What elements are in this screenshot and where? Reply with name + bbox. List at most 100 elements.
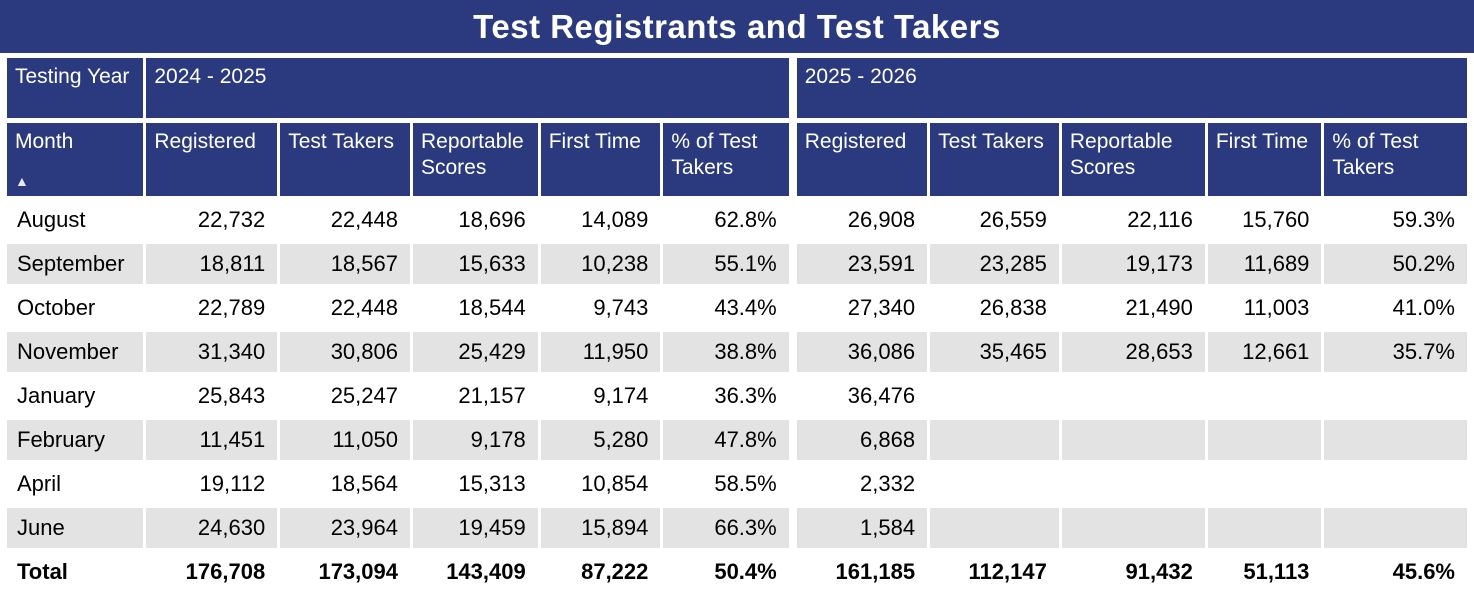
cell-registered-y2: 27,340 xyxy=(788,286,929,332)
cell-reportable-scores-y2: 28,653 xyxy=(1058,330,1207,376)
total-row: Total 176,708 173,094 143,409 87,222 50.… xyxy=(7,550,1467,596)
title-band: Test Registrants and Test Takers xyxy=(0,0,1474,53)
cell-reportable-scores-y2 xyxy=(1058,506,1207,552)
col-header-pct-test-takers-y2: % of Test Takers xyxy=(1321,120,1467,200)
cell-first-time-y1: 9,174 xyxy=(537,374,662,420)
cell-test-takers-y1: 22,448 xyxy=(277,286,412,332)
cell-pct-test-takers-y2 xyxy=(1321,374,1467,420)
table-row: January 25,843 25,247 21,157 9,174 36.3%… xyxy=(7,374,1467,420)
cell-reportable-scores-y1: 143,409 xyxy=(409,550,540,596)
cell-pct-test-takers-y1: 36.3% xyxy=(660,374,793,420)
month-cell: October xyxy=(7,286,145,332)
month-cell: April xyxy=(7,462,145,508)
cell-pct-test-takers-y1: 50.4% xyxy=(660,550,793,596)
cell-reportable-scores-y2: 91,432 xyxy=(1058,550,1207,596)
cell-registered-y1: 22,789 xyxy=(143,286,279,332)
col-header-test-takers-y1: Test Takers xyxy=(277,120,412,200)
cell-first-time-y2: 11,003 xyxy=(1204,286,1323,332)
cell-first-time-y2: 51,113 xyxy=(1204,550,1323,596)
col-header-reportable-scores-y1: Reportable Scores xyxy=(409,120,540,200)
cell-registered-y1: 18,811 xyxy=(143,242,279,288)
cell-test-takers-y2 xyxy=(927,374,1061,420)
cell-reportable-scores-y1: 21,157 xyxy=(409,374,540,420)
month-column-header[interactable]: Month ▲ xyxy=(7,120,145,200)
cell-test-takers-y1: 30,806 xyxy=(277,330,412,376)
cell-registered-y2: 2,332 xyxy=(788,462,929,508)
cell-first-time-y1: 10,854 xyxy=(537,462,662,508)
col-header-reportable-scores-y2: Reportable Scores xyxy=(1058,120,1207,200)
month-cell: Total xyxy=(7,550,145,596)
table-row: October 22,789 22,448 18,544 9,743 43.4%… xyxy=(7,286,1467,332)
cell-reportable-scores-y1: 15,633 xyxy=(409,242,540,288)
year-group-2024-2025: 2024 - 2025 xyxy=(143,58,793,123)
cell-first-time-y2 xyxy=(1204,374,1323,420)
cell-pct-test-takers-y1: 55.1% xyxy=(660,242,793,288)
cell-registered-y1: 25,843 xyxy=(143,374,279,420)
cell-pct-test-takers-y1: 66.3% xyxy=(660,506,793,552)
cell-registered-y1: 176,708 xyxy=(143,550,279,596)
cell-pct-test-takers-y2: 50.2% xyxy=(1321,242,1467,288)
cell-registered-y2: 161,185 xyxy=(788,550,929,596)
cell-reportable-scores-y1: 15,313 xyxy=(409,462,540,508)
cell-pct-test-takers-y2 xyxy=(1321,462,1467,508)
cell-first-time-y2 xyxy=(1204,418,1323,464)
cell-first-time-y2: 12,661 xyxy=(1204,330,1323,376)
cell-reportable-scores-y1: 18,544 xyxy=(409,286,540,332)
cell-registered-y2: 1,584 xyxy=(788,506,929,552)
col-header-first-time-y2: First Time xyxy=(1204,120,1323,200)
col-header-registered-y1: Registered xyxy=(143,120,279,200)
cell-pct-test-takers-y1: 43.4% xyxy=(660,286,793,332)
month-cell: February xyxy=(7,418,145,464)
cell-registered-y2: 36,086 xyxy=(788,330,929,376)
cell-test-takers-y2: 26,559 xyxy=(927,198,1061,244)
cell-first-time-y1: 15,894 xyxy=(537,506,662,552)
col-header-pct-test-takers-y1: % of Test Takers xyxy=(660,120,793,200)
cell-first-time-y2: 11,689 xyxy=(1204,242,1323,288)
cell-test-takers-y1: 18,567 xyxy=(277,242,412,288)
cell-test-takers-y2: 112,147 xyxy=(927,550,1061,596)
cell-test-takers-y1: 173,094 xyxy=(277,550,412,596)
cell-test-takers-y1: 18,564 xyxy=(277,462,412,508)
cell-registered-y1: 11,451 xyxy=(143,418,279,464)
cell-test-takers-y1: 23,964 xyxy=(277,506,412,552)
cell-test-takers-y2: 26,838 xyxy=(927,286,1061,332)
cell-pct-test-takers-y1: 47.8% xyxy=(660,418,793,464)
registrants-table: Testing Year 2024 - 2025 2025 - 2026 Mon… xyxy=(7,58,1467,596)
testing-year-header: Testing Year xyxy=(7,58,145,123)
cell-first-time-y2: 15,760 xyxy=(1204,198,1323,244)
cell-registered-y2: 6,868 xyxy=(788,418,929,464)
cell-reportable-scores-y1: 18,696 xyxy=(409,198,540,244)
month-cell: August xyxy=(7,198,145,244)
cell-pct-test-takers-y2: 59.3% xyxy=(1321,198,1467,244)
cell-test-takers-y2: 35,465 xyxy=(927,330,1061,376)
col-header-first-time-y1: First Time xyxy=(537,120,662,200)
table-row: September 18,811 18,567 15,633 10,238 55… xyxy=(7,242,1467,288)
month-header-label: Month xyxy=(15,129,74,153)
sort-ascending-icon: ▲ xyxy=(15,173,29,189)
table-body: August 22,732 22,448 18,696 14,089 62.8%… xyxy=(7,198,1467,596)
cell-registered-y2: 36,476 xyxy=(788,374,929,420)
cell-registered-y2: 23,591 xyxy=(788,242,929,288)
cell-pct-test-takers-y2: 45.6% xyxy=(1321,550,1467,596)
year-header-row: Testing Year 2024 - 2025 2025 - 2026 xyxy=(7,58,1467,123)
cell-pct-test-takers-y1: 58.5% xyxy=(660,462,793,508)
cell-test-takers-y1: 25,247 xyxy=(277,374,412,420)
column-header-row: Month ▲ Registered Test Takers Reportabl… xyxy=(7,120,1467,200)
cell-first-time-y2 xyxy=(1204,462,1323,508)
month-cell: September xyxy=(7,242,145,288)
table-header: Testing Year 2024 - 2025 2025 - 2026 Mon… xyxy=(7,58,1467,200)
cell-first-time-y1: 87,222 xyxy=(537,550,662,596)
cell-test-takers-y2: 23,285 xyxy=(927,242,1061,288)
cell-reportable-scores-y1: 9,178 xyxy=(409,418,540,464)
table-row: April 19,112 18,564 15,313 10,854 58.5% … xyxy=(7,462,1467,508)
cell-first-time-y1: 5,280 xyxy=(537,418,662,464)
page-title: Test Registrants and Test Takers xyxy=(473,7,1001,45)
cell-test-takers-y2 xyxy=(927,506,1061,552)
cell-registered-y2: 26,908 xyxy=(788,198,929,244)
cell-first-time-y1: 10,238 xyxy=(537,242,662,288)
col-header-test-takers-y2: Test Takers xyxy=(927,120,1061,200)
cell-reportable-scores-y2 xyxy=(1058,374,1207,420)
cell-reportable-scores-y1: 25,429 xyxy=(409,330,540,376)
cell-pct-test-takers-y1: 62.8% xyxy=(660,198,793,244)
